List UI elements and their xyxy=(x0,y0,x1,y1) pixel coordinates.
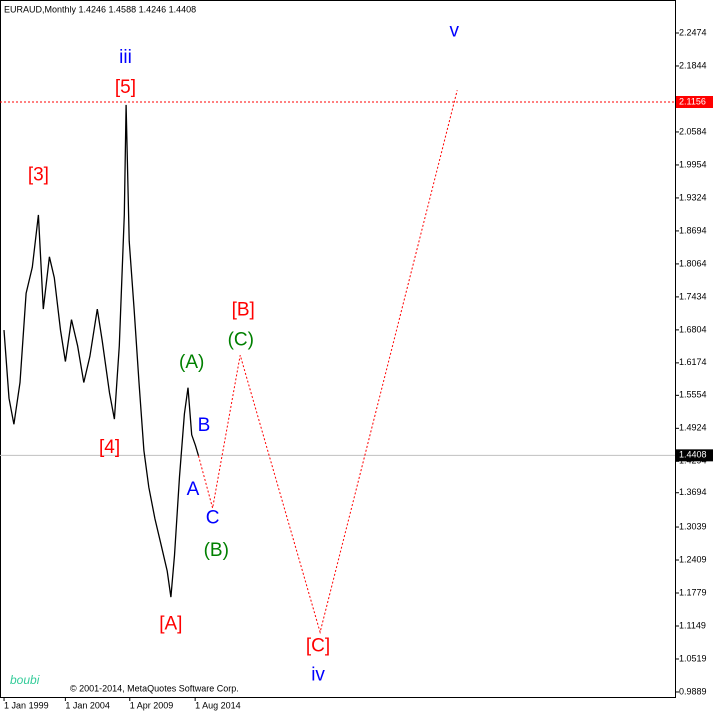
y-tick-label: 2.2474 xyxy=(679,27,707,37)
y-tick-label: 1.3039 xyxy=(679,521,707,531)
y-tick-label: 2.1844 xyxy=(679,60,707,70)
y-tick-label: 1.9954 xyxy=(679,159,707,169)
wave-label: iii xyxy=(119,47,132,68)
x-tick-label: 1 Apr 2009 xyxy=(130,700,174,710)
y-tick-label: 1.5554 xyxy=(679,390,707,400)
wave-label: [4] xyxy=(99,437,120,458)
wave-label: C xyxy=(206,508,220,529)
level-label: 1.4408 xyxy=(679,450,707,460)
level-box xyxy=(676,96,713,109)
wave-label: [B] xyxy=(232,300,255,321)
x-tick-label: 1 Aug 2014 xyxy=(195,700,241,710)
wave-label: (A) xyxy=(179,352,204,373)
y-tick-label: 1.0519 xyxy=(679,653,707,663)
wave-label: (C) xyxy=(228,330,254,351)
y-tick-label: 2.0584 xyxy=(679,126,707,136)
level-label: 2.1156 xyxy=(679,96,706,106)
wave-label: (B) xyxy=(204,540,229,561)
wave-label: [3] xyxy=(28,165,49,186)
y-tick-label: 1.6804 xyxy=(679,324,707,334)
wave-label: [5] xyxy=(115,77,136,98)
copyright: © 2001-2014, MetaQuotes Software Corp. xyxy=(70,683,239,693)
chart-title: EURAUD,Monthly 1.4246 1.4588 1.4246 1.44… xyxy=(4,4,196,14)
y-tick-label: 1.1149 xyxy=(679,620,706,630)
wave-label: v xyxy=(449,21,459,42)
x-tick-label: 1 Jan 2004 xyxy=(65,700,110,710)
wave-label: A xyxy=(187,479,200,500)
y-tick-label: 1.1779 xyxy=(679,587,707,597)
wave-label: [A] xyxy=(159,613,182,634)
y-tick-label: 1.2409 xyxy=(679,554,707,564)
y-tick-label: 1.3694 xyxy=(679,487,707,497)
wave-label: B xyxy=(198,415,211,436)
projection-line xyxy=(198,90,458,635)
signature: boubi xyxy=(10,673,40,687)
y-tick-label: 1.9324 xyxy=(679,192,707,202)
price-line xyxy=(3,104,200,598)
y-tick-label: 1.4924 xyxy=(679,423,707,433)
level-box xyxy=(676,449,713,462)
y-tick-label: 1.7434 xyxy=(679,291,707,301)
x-tick-label: 1 Jan 1999 xyxy=(4,700,49,710)
y-tick-label: 0.9889 xyxy=(679,686,707,696)
y-tick-label: 1.8064 xyxy=(679,258,707,268)
wave-label: [C] xyxy=(306,635,330,656)
y-tick-label: 1.6174 xyxy=(679,357,707,367)
wave-label: iv xyxy=(311,665,325,686)
y-tick-label: 1.8694 xyxy=(679,225,707,235)
plot-frame xyxy=(0,0,676,698)
